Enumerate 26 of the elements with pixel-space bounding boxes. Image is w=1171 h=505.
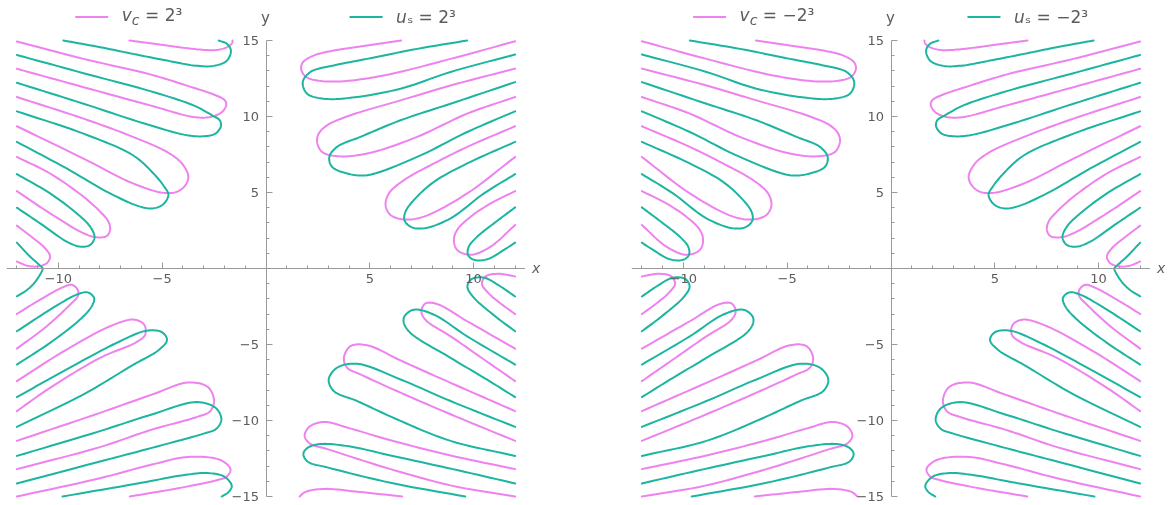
- y-tick-label: −10: [856, 413, 884, 428]
- y-tick-label: 15: [242, 33, 259, 48]
- x-tick-label: 10: [1090, 270, 1107, 286]
- y-axis-title: y: [886, 8, 895, 30]
- y-tick-label: −5: [864, 337, 885, 352]
- y-tick-label: −5: [239, 337, 260, 352]
- y-tick-label: 15: [867, 33, 884, 48]
- y-tick-label: −15: [856, 489, 884, 504]
- x-axis-title: x: [1157, 259, 1166, 278]
- x-tick-label: −5: [777, 270, 797, 286]
- legend-label: uₛ = 2³: [396, 5, 456, 29]
- y-tick-label: 5: [875, 185, 885, 200]
- x-tick-label: −5: [152, 270, 172, 286]
- y-tick-label: 5: [250, 185, 260, 200]
- legend-label: uₛ = −2³: [1013, 5, 1089, 29]
- y-tick-label: 10: [867, 109, 884, 124]
- legend-label: v$_{c}$ = −2³: [739, 4, 815, 31]
- y-tick-label: −10: [231, 413, 259, 428]
- x-tick-label: 5: [365, 270, 374, 286]
- x-tick-label: −10: [44, 270, 73, 286]
- y-tick-label: −15: [231, 489, 259, 504]
- y-tick-label: 10: [242, 109, 259, 124]
- x-axis-title: x: [532, 259, 541, 278]
- x-tick-label: 5: [990, 270, 999, 286]
- legend-label: v$_{c}$ = 2³: [121, 4, 183, 31]
- y-axis-title: y: [261, 8, 270, 30]
